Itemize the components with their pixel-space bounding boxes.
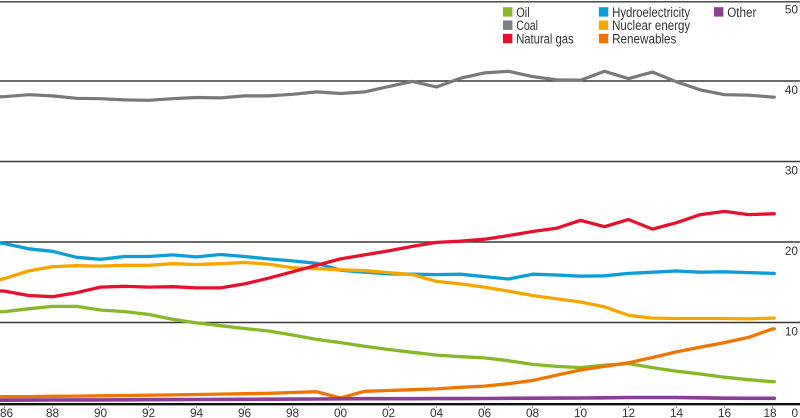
- svg-text:10: 10: [785, 324, 799, 338]
- svg-text:06: 06: [478, 406, 492, 418]
- svg-text:Renewables: Renewables: [612, 31, 677, 46]
- svg-text:Coal: Coal: [516, 18, 538, 33]
- svg-text:88: 88: [46, 406, 60, 418]
- svg-text:Oil: Oil: [516, 5, 530, 20]
- svg-text:Natural gas: Natural gas: [516, 31, 574, 46]
- svg-text:00: 00: [334, 406, 348, 418]
- svg-text:18: 18: [763, 406, 777, 418]
- svg-text:30: 30: [785, 163, 799, 177]
- svg-text:02: 02: [382, 406, 395, 418]
- svg-text:Hydroelectricity: Hydroelectricity: [612, 5, 690, 20]
- svg-text:0: 0: [791, 406, 798, 418]
- svg-text:12: 12: [622, 406, 635, 418]
- svg-text:04: 04: [430, 406, 444, 418]
- svg-text:98: 98: [286, 406, 300, 418]
- svg-text:Other: Other: [727, 5, 757, 20]
- svg-text:16: 16: [718, 406, 732, 418]
- svg-text:50: 50: [785, 2, 799, 16]
- svg-text:20: 20: [785, 244, 799, 258]
- svg-text:96: 96: [238, 406, 252, 418]
- svg-text:94: 94: [190, 406, 204, 418]
- svg-text:92: 92: [142, 406, 155, 418]
- svg-text:90: 90: [94, 406, 108, 418]
- svg-text:Nuclear energy: Nuclear energy: [612, 18, 690, 33]
- svg-text:08: 08: [526, 406, 540, 418]
- svg-text:86: 86: [0, 406, 13, 418]
- svg-text:10: 10: [574, 406, 588, 418]
- svg-text:14: 14: [670, 406, 684, 418]
- svg-text:40: 40: [785, 83, 799, 97]
